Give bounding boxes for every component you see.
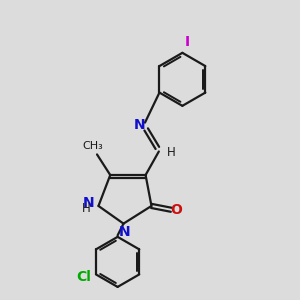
Text: N: N xyxy=(82,196,94,210)
Text: N: N xyxy=(134,118,146,132)
Text: O: O xyxy=(171,203,182,218)
Text: I: I xyxy=(185,35,190,49)
Text: H: H xyxy=(167,146,176,159)
Text: CH₃: CH₃ xyxy=(82,142,103,152)
Text: Cl: Cl xyxy=(76,270,92,284)
Text: N: N xyxy=(118,225,130,239)
Text: H: H xyxy=(82,202,91,215)
